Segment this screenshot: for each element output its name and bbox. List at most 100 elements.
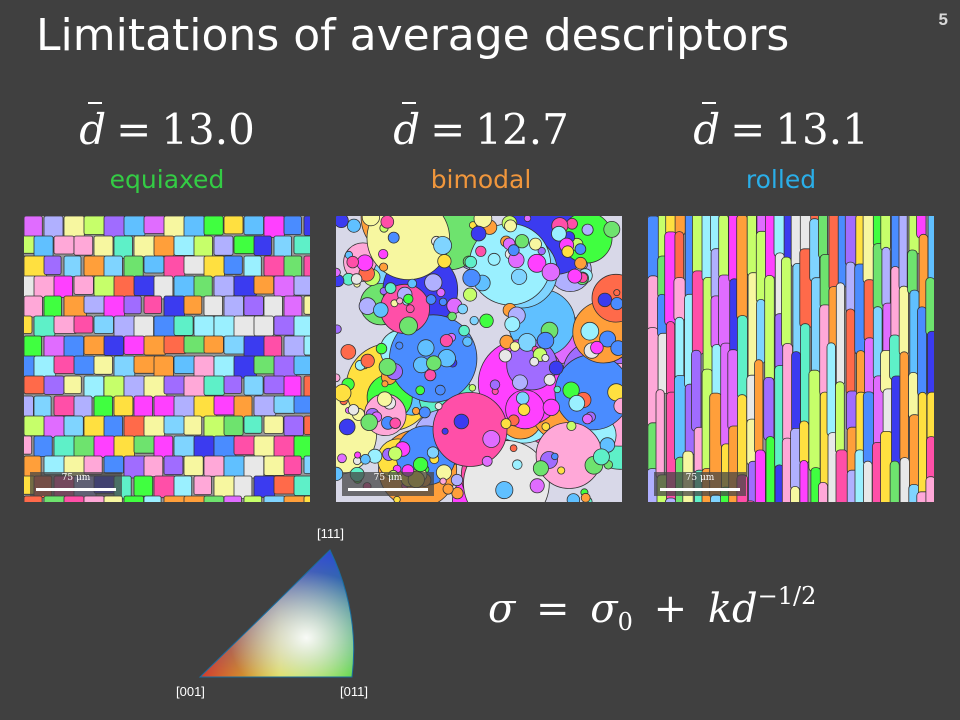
grain	[263, 255, 286, 277]
grain	[514, 234, 530, 249]
grain	[426, 446, 440, 459]
grain	[925, 476, 934, 502]
grain	[515, 391, 530, 405]
grain	[193, 475, 212, 496]
grain	[356, 254, 374, 272]
grain	[63, 216, 85, 238]
grain	[504, 219, 517, 233]
grain	[93, 235, 114, 257]
grain	[193, 315, 215, 337]
grain	[424, 369, 437, 382]
grain	[551, 225, 567, 242]
microstructure-label: equiaxed	[109, 165, 225, 194]
grain	[504, 316, 521, 332]
grain	[123, 455, 147, 479]
grain	[233, 315, 257, 339]
grain	[193, 275, 213, 298]
grain	[143, 335, 167, 356]
grain	[567, 268, 583, 284]
slide-title: Limitations of average descriptors	[36, 10, 790, 61]
grain	[926, 436, 934, 482]
grain	[203, 255, 225, 278]
microstructure-label: bimodal	[430, 165, 532, 194]
grain	[213, 235, 234, 256]
grain	[417, 339, 435, 357]
grain	[243, 455, 265, 479]
grain	[213, 475, 237, 498]
grain	[163, 255, 186, 279]
grain	[163, 295, 186, 320]
sigma0-subscript: 0	[617, 608, 633, 636]
grain	[163, 495, 187, 502]
grain	[523, 216, 532, 222]
grain	[233, 235, 257, 255]
grain	[73, 435, 97, 458]
grain	[453, 413, 470, 430]
grain	[24, 255, 47, 278]
grain	[43, 375, 65, 395]
grain	[463, 287, 478, 302]
slide-number: 5	[938, 10, 948, 29]
grain	[103, 375, 125, 398]
grain	[183, 335, 207, 354]
plus-sign: +	[653, 586, 688, 632]
grain	[415, 385, 425, 396]
grain	[898, 285, 909, 357]
grain	[582, 413, 593, 425]
grain	[826, 342, 836, 437]
grain	[213, 275, 235, 297]
grain	[691, 349, 702, 432]
grain	[441, 427, 449, 435]
grain	[103, 415, 123, 438]
grain	[243, 295, 264, 316]
grain	[163, 375, 187, 395]
grain	[223, 295, 244, 318]
panel-equiaxed: d = 13.0 equiaxed	[22, 100, 312, 200]
grain	[613, 289, 621, 297]
grain	[373, 302, 389, 318]
grain	[403, 293, 414, 305]
scale-bar-line	[660, 488, 740, 491]
grain	[113, 355, 136, 379]
grain	[173, 355, 197, 375]
grain	[548, 360, 564, 376]
grain	[223, 455, 246, 479]
grain	[347, 404, 360, 416]
grain	[193, 395, 218, 418]
grain	[389, 417, 401, 429]
grain	[529, 356, 540, 367]
ipf-triangle	[198, 549, 355, 678]
grain	[438, 297, 448, 307]
grain	[203, 375, 225, 396]
grain	[53, 315, 78, 334]
ipf-label-001: [001]	[176, 684, 205, 699]
grain	[541, 353, 550, 362]
grain	[412, 406, 421, 415]
grain	[203, 335, 224, 354]
grain	[163, 455, 184, 476]
grain	[457, 303, 468, 315]
grain	[83, 335, 107, 356]
exponent: −1/2	[757, 582, 817, 610]
grain	[509, 341, 521, 352]
grain	[163, 216, 187, 238]
grain	[580, 492, 591, 502]
grain	[764, 275, 775, 382]
grain	[418, 406, 431, 419]
grain	[754, 449, 766, 502]
d-bar-symbol: d	[693, 100, 720, 160]
grain	[388, 446, 403, 461]
grain	[610, 297, 622, 311]
grain	[529, 237, 542, 251]
grain	[835, 449, 848, 502]
grain	[103, 495, 123, 502]
grain	[173, 475, 193, 498]
grain	[293, 315, 310, 339]
grain	[133, 275, 156, 296]
grain	[83, 495, 105, 502]
grain	[183, 216, 205, 239]
grain	[73, 275, 94, 295]
grain	[303, 415, 310, 435]
grain	[293, 475, 310, 496]
grain	[889, 460, 900, 502]
